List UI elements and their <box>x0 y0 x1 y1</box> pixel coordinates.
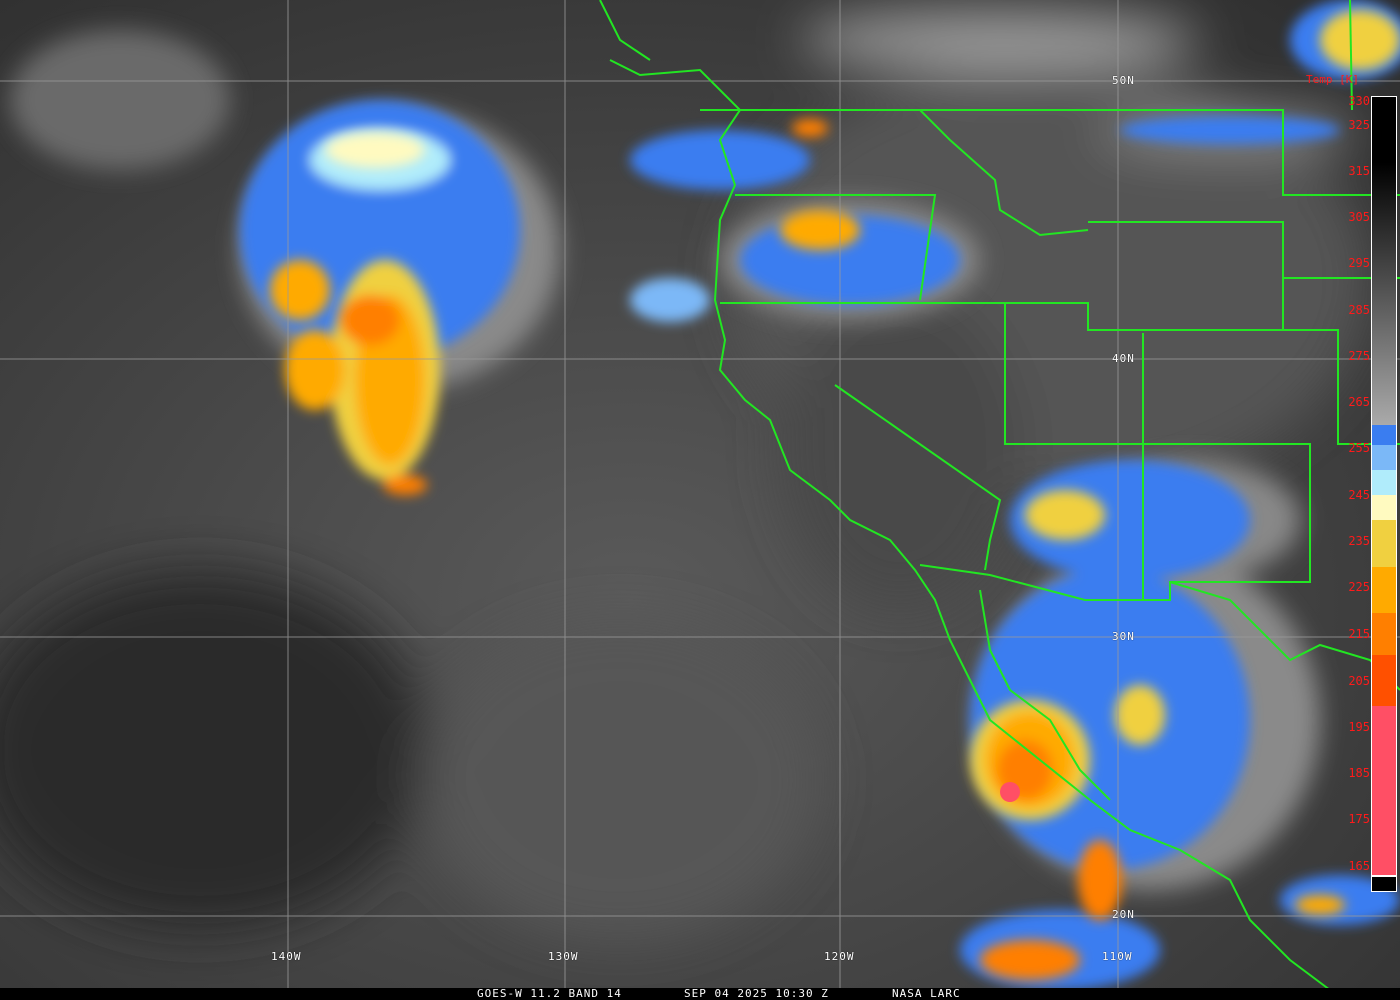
colorbar-title: Temp [K] <box>1306 73 1359 86</box>
colorbar-tick-label: 235 <box>1348 534 1370 548</box>
colorbar-tick-label: 245 <box>1348 488 1370 502</box>
colorbar-tick-label: 205 <box>1348 674 1370 688</box>
lon-label-140w: 140W <box>271 950 302 963</box>
lat-label-40n: 40N <box>1112 352 1135 365</box>
caption-credit: NASA LARC <box>892 987 961 1000</box>
colorbar-tick-label: 195 <box>1348 720 1370 734</box>
colorbar-tick-label: 175 <box>1348 812 1370 826</box>
colorbar-tick-label: 185 <box>1348 766 1370 780</box>
hurricane-eye-coldest <box>1000 782 1020 802</box>
colorbar-tick-label: 225 <box>1348 580 1370 594</box>
caption-satellite: GOES-W 11.2 BAND 14 <box>477 987 622 1000</box>
cloud-deep-convection <box>270 10 1400 980</box>
colorbar-tick-label: 305 <box>1348 210 1370 224</box>
colorbar-tick-label: 315 <box>1348 164 1370 178</box>
colorbar-tick-label: 255 <box>1348 441 1370 455</box>
lat-label-30n: 30N <box>1112 630 1135 643</box>
colorbar-tick-label: 325 <box>1348 118 1370 132</box>
lat-label-50n: 50N <box>1112 74 1135 87</box>
colorbar-tick-label: 265 <box>1348 395 1370 409</box>
colorbar-tick-label: 275 <box>1348 349 1370 363</box>
political-borders <box>599 0 1400 991</box>
colorbar-tick-label: 165 <box>1348 859 1370 873</box>
colorbar-tick-label: 330 <box>1348 94 1370 108</box>
lon-label-130w: 130W <box>548 950 579 963</box>
temperature-colorbar <box>1371 96 1397 892</box>
caption-datetime: SEP 04 2025 10:30 Z <box>684 987 829 1000</box>
colorbar-tick-label: 295 <box>1348 256 1370 270</box>
lon-label-110w: 110W <box>1102 950 1133 963</box>
caption-bar: GOES-W 11.2 BAND 14 SEP 04 2025 10:30 Z … <box>0 988 1400 1000</box>
lat-label-20n: 20N <box>1112 908 1135 921</box>
colorbar-tick-label: 285 <box>1348 303 1370 317</box>
colorbar-tick-label: 215 <box>1348 627 1370 641</box>
lon-label-120w: 120W <box>824 950 855 963</box>
